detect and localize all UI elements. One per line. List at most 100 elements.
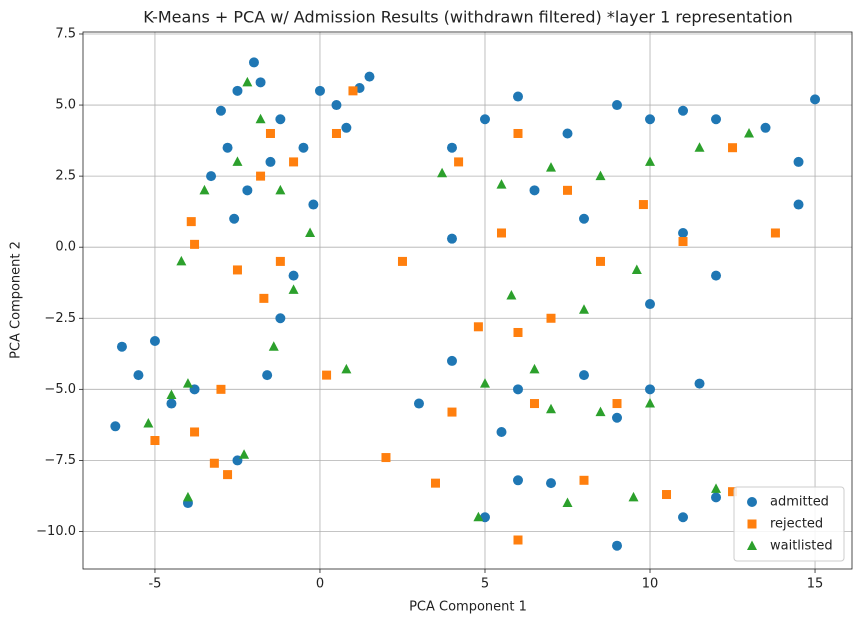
legend-label: admitted [770,495,829,510]
legend-label: rejected [770,517,823,532]
point [275,313,286,324]
y-tick-label: −2.5 [44,311,76,326]
point [446,233,457,244]
point [678,512,689,523]
point [341,363,352,374]
x-tick-label: 10 [642,577,659,592]
point [529,399,539,409]
point [256,171,266,181]
x-tick-label: 0 [316,577,324,592]
point [206,171,217,182]
point [645,299,656,310]
point [678,237,688,247]
point [262,370,273,381]
point [678,105,689,116]
point [248,57,259,68]
point [149,336,160,347]
point [612,399,622,409]
point [381,453,391,463]
point [662,490,672,500]
point [728,143,738,153]
point [288,284,299,294]
point [437,167,448,178]
point [529,363,540,374]
point [255,77,266,88]
point [760,122,771,133]
point [182,378,193,388]
point [143,417,154,428]
point [638,200,648,210]
plot-frame [82,31,853,570]
point [133,370,144,381]
y-tick-label: 5.0 [55,98,76,113]
x-axis-label: PCA Component 1 [409,600,527,615]
point [645,114,656,125]
point [232,85,243,96]
point [645,156,656,166]
point [446,142,457,153]
point [711,483,722,493]
point [222,142,233,153]
point [546,478,557,489]
point [275,184,286,195]
point [563,185,573,195]
point [215,105,226,116]
point [190,427,200,437]
point [275,256,285,266]
point [239,449,250,459]
point [496,179,507,189]
point [770,228,780,238]
point [631,264,642,274]
point [645,398,656,408]
point [288,270,299,281]
point [331,128,341,138]
point [232,156,243,166]
point [447,407,457,417]
point [242,76,253,87]
point [298,142,309,153]
point [182,491,193,502]
point [595,170,606,181]
point [506,290,517,300]
point [744,127,755,138]
point [479,378,490,388]
point [186,217,196,227]
point [512,384,523,395]
point [199,184,210,195]
point [110,421,121,432]
point [513,128,523,138]
y-tick-label: 7.5 [55,26,76,41]
point [275,114,286,125]
point [209,458,219,468]
point [579,213,590,224]
point [678,227,689,238]
point [596,256,606,266]
point [255,113,266,124]
point [711,492,722,503]
point [166,398,177,409]
y-axis-label: PCA Component 2 [9,241,24,359]
point [513,327,523,337]
point [454,157,464,167]
point [546,403,557,414]
point [579,304,590,314]
legend-marker [747,497,757,507]
point [308,199,319,210]
point [562,128,573,139]
point [793,199,804,210]
point [512,475,523,486]
point [473,322,483,332]
point [579,370,590,381]
point [150,436,160,446]
point [711,270,722,281]
point [612,540,623,551]
point [331,100,342,111]
point [216,384,226,394]
point [496,426,507,437]
point [512,91,523,102]
point [305,227,316,237]
point [289,157,299,167]
point [348,86,358,96]
x-tick-label: -5 [148,577,161,592]
